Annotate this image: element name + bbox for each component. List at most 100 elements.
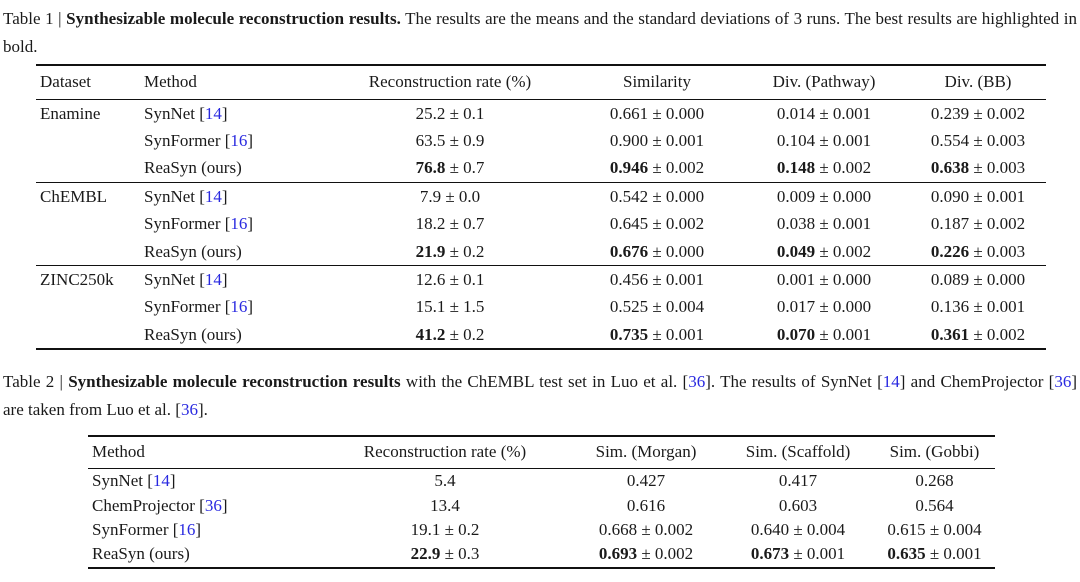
citation-link[interactable]: 36 (1054, 372, 1072, 391)
cell-div-bb: 0.638 ± 0.003 (910, 155, 1046, 183)
cell-div-bb: 0.361 ± 0.002 (910, 321, 1046, 349)
text-segment: ] (221, 495, 228, 515)
text-segment: 25.2 (415, 103, 446, 123)
text-segment: 0.564 (915, 495, 954, 515)
cell-method: ReaSyn (ours) (140, 238, 324, 266)
table2-header: Method Reconstruction rate (%) Sim. (Mor… (88, 436, 995, 469)
cell-reconstruction-rate: 13.4 (320, 493, 570, 517)
cell-sim-morgan: 0.427 (570, 469, 722, 494)
text-segment: ReaSyn (ours) (92, 544, 190, 564)
citation-link[interactable]: 14 (152, 471, 170, 491)
cell-sim-gobbi: 0.564 (874, 493, 995, 517)
text-segment: ± 0.000 (815, 186, 872, 206)
citation-link[interactable]: 14 (204, 103, 222, 123)
text-segment: 5.4 (434, 471, 456, 491)
text-segment: ± 0.2 (445, 324, 485, 344)
citation-link[interactable]: 14 (204, 186, 222, 206)
text-segment: Table 1 | (3, 9, 67, 28)
text-segment: 0.693 (598, 544, 638, 564)
table-row: SynFormer [16] 63.5 ± 0.9 0.900 ± 0.001 … (36, 127, 1046, 154)
text-segment: 0.187 (930, 214, 970, 234)
text-segment: 0.525 (609, 297, 649, 317)
text-segment: 0.001 (776, 269, 816, 289)
cell-div-bb: 0.187 ± 0.002 (910, 211, 1046, 238)
citation-link[interactable]: 36 (180, 400, 198, 419)
citation-link[interactable]: 16 (230, 214, 248, 234)
citation-link[interactable]: 36 (688, 372, 706, 391)
cell-div-pathway: 0.148 ± 0.002 (738, 155, 910, 183)
text-segment: ± 0.002 (648, 158, 705, 178)
cell-method: SynNet [14] (140, 183, 324, 211)
citation-link[interactable]: 36 (204, 495, 222, 515)
text-segment: ± 0.003 (969, 241, 1026, 261)
text-segment: ± 0.001 (648, 324, 705, 344)
citation-link[interactable]: 14 (204, 269, 222, 289)
text-segment: ± 0.004 (648, 297, 705, 317)
cell-method: SynNet [14] (88, 469, 320, 494)
cell-sim-gobbi: 0.615 ± 0.004 (874, 518, 995, 542)
text-segment: 0.456 (609, 269, 649, 289)
cell-div-pathway: 0.049 ± 0.002 (738, 238, 910, 266)
cell-method: ReaSyn (ours) (140, 155, 324, 183)
col-header-dataset: Dataset (40, 72, 91, 91)
text-segment: 0.554 (930, 131, 970, 151)
cell-reconstruction-rate: 21.9 ± 0.2 (324, 238, 576, 266)
table-row: SynFormer [16] 18.2 ± 0.7 0.645 ± 0.002 … (36, 211, 1046, 238)
cell-method: SynFormer [16] (140, 211, 324, 238)
table-row: SynFormer [16] 15.1 ± 1.5 0.525 ± 0.004 … (36, 294, 1046, 321)
text-segment: 0.616 (626, 495, 666, 515)
col-header-reconstruction-rate: Reconstruction rate (%) (368, 72, 532, 91)
text-segment: Synthesizable molecule reconstruction re… (66, 9, 401, 28)
cell-div-bb: 0.239 ± 0.002 (910, 100, 1046, 128)
cell-dataset: ChEMBL (40, 186, 108, 206)
table2-container: Method Reconstruction rate (%) Sim. (Mor… (88, 435, 995, 569)
cell-similarity: 0.645 ± 0.002 (576, 211, 738, 238)
text-segment: 0.090 (930, 186, 970, 206)
cell-sim-morgan: 0.693 ± 0.002 (570, 542, 722, 567)
citation-link[interactable]: 16 (178, 519, 196, 539)
cell-div-bb: 0.226 ± 0.003 (910, 238, 1046, 266)
cell-similarity: 0.456 ± 0.001 (576, 266, 738, 294)
col-header-method: Method (92, 442, 145, 461)
text-segment: 0.226 (930, 241, 970, 261)
text-segment: 0.946 (609, 158, 649, 178)
text-segment: ± 0.000 (815, 297, 872, 317)
cell-div-pathway: 0.017 ± 0.000 (738, 294, 910, 321)
text-segment: ± 0.000 (969, 269, 1026, 289)
text-segment: ± 0.004 (789, 519, 846, 539)
cell-dataset: ZINC250k (40, 269, 114, 289)
cell-sim-scaffold: 0.417 (722, 469, 874, 494)
col-header-method: Method (144, 72, 197, 91)
text-segment: ± 0.000 (648, 241, 705, 261)
results-table-2: Method Reconstruction rate (%) Sim. (Mor… (88, 435, 995, 569)
citation-link[interactable]: 16 (230, 297, 248, 317)
cell-div-pathway: 0.001 ± 0.000 (738, 266, 910, 294)
text-segment: 0.615 (887, 519, 926, 539)
text-segment: 0.014 (776, 103, 816, 123)
text-segment: 0.268 (915, 471, 954, 491)
text-segment: 0.049 (776, 241, 816, 261)
text-segment: 0.676 (609, 241, 649, 261)
text-segment: 0.417 (778, 471, 818, 491)
text-segment: ReaSyn (ours) (144, 158, 242, 178)
table1-header: Dataset Method Reconstruction rate (%) S… (36, 65, 1046, 100)
text-segment: 0.038 (776, 214, 816, 234)
cell-sim-morgan: 0.668 ± 0.002 (570, 518, 722, 542)
text-segment: ] (221, 103, 228, 123)
text-segment: ± 0.002 (637, 544, 694, 564)
table-row: ReaSyn (ours) 41.2 ± 0.2 0.735 ± 0.001 0… (36, 321, 1046, 349)
cell-method: ReaSyn (ours) (140, 321, 324, 349)
col-header-div-bb: Div. (BB) (944, 72, 1012, 91)
citation-link[interactable]: 14 (882, 372, 900, 391)
text-segment: ± 0.3 (440, 544, 480, 564)
text-segment: ] (169, 471, 176, 491)
dataset-group-zinc250k: ZINC250k SynNet [14] 12.6 ± 0.1 0.456 ± … (36, 266, 1046, 350)
text-segment: ± 0.002 (815, 241, 872, 261)
cell-div-pathway: 0.104 ± 0.001 (738, 127, 910, 154)
text-segment: 21.9 (415, 241, 446, 261)
text-segment: 0.638 (930, 158, 970, 178)
citation-link[interactable]: 16 (230, 131, 248, 151)
cell-similarity: 0.946 ± 0.002 (576, 155, 738, 183)
text-segment: ] (247, 131, 254, 151)
